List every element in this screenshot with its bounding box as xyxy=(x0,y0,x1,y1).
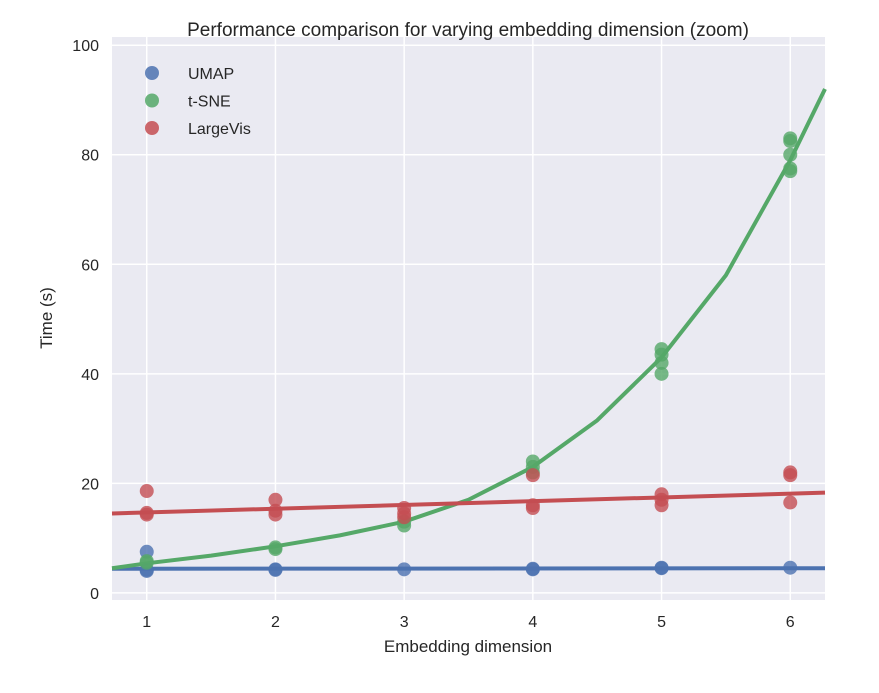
x-tick-label: 2 xyxy=(271,614,280,631)
umap-fit-line xyxy=(111,566,826,571)
legend-label-umap: UMAP xyxy=(188,66,234,83)
y-tick-label: 0 xyxy=(90,586,99,603)
largevis-point xyxy=(525,468,540,483)
tsne-point xyxy=(268,540,283,555)
largevis-point xyxy=(268,507,283,522)
x-tick-label: 6 xyxy=(786,614,795,631)
tsne-point xyxy=(783,147,798,162)
umap-point xyxy=(783,560,798,575)
umap-point xyxy=(268,562,283,577)
x-tick-label: 5 xyxy=(657,614,666,631)
y-tick-label: 40 xyxy=(81,367,99,384)
largevis-fit-line xyxy=(111,490,826,516)
x-tick-label: 1 xyxy=(142,614,151,631)
largevis-point xyxy=(783,465,798,480)
legend: UMAP t-SNE LargeVis xyxy=(145,66,251,138)
largevis-point xyxy=(783,495,798,510)
tsne-point xyxy=(654,342,669,357)
legend-marker-largevis xyxy=(145,121,159,135)
plot-area xyxy=(112,37,825,600)
largevis-point xyxy=(139,505,154,520)
umap-point xyxy=(397,562,412,577)
tsne-point xyxy=(783,131,798,146)
y-axis-label: Time (s) xyxy=(37,287,56,349)
x-axis-label: Embedding dimension xyxy=(384,637,552,656)
x-tick-label: 4 xyxy=(528,614,537,631)
largevis-point xyxy=(654,498,669,513)
y-tick-label: 80 xyxy=(81,148,99,165)
umap-point xyxy=(525,562,540,577)
tsne-point xyxy=(525,454,540,469)
legend-marker-umap xyxy=(145,66,159,80)
largevis-point xyxy=(397,510,412,525)
largevis-point xyxy=(139,484,154,499)
tsne-point xyxy=(654,366,669,381)
legend-marker-tsne xyxy=(145,93,159,108)
tsne-point xyxy=(139,554,154,569)
tsne-point xyxy=(783,161,798,176)
y-tick-label: 100 xyxy=(72,38,99,55)
largevis-point xyxy=(525,500,540,515)
legend-label-largevis: LargeVis xyxy=(188,121,251,138)
largevis-point xyxy=(268,492,283,507)
y-tick-label: 60 xyxy=(81,257,99,274)
y-tick-label: 20 xyxy=(81,476,99,493)
legend-label-tsne: t-SNE xyxy=(188,94,231,111)
x-tick-label: 3 xyxy=(400,614,409,631)
umap-point xyxy=(654,561,669,576)
chart-title: Performance comparison for varying embed… xyxy=(187,20,749,41)
tsne-fit-line xyxy=(111,88,827,571)
